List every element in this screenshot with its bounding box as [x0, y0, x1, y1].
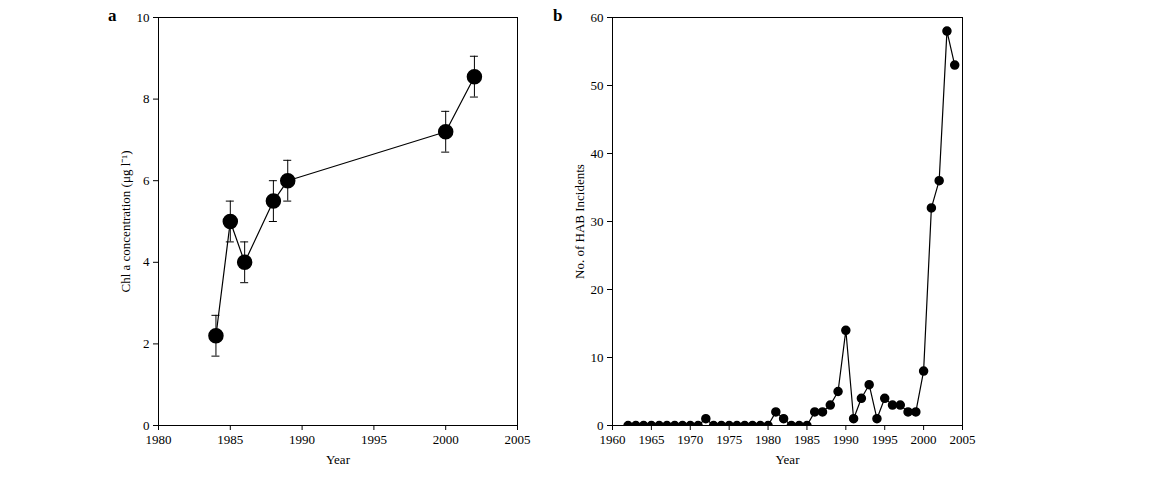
svg-text:1990: 1990 — [833, 432, 859, 447]
svg-text:4: 4 — [143, 254, 150, 269]
svg-text:Year: Year — [776, 452, 801, 467]
svg-text:2000: 2000 — [433, 432, 459, 447]
svg-text:1975: 1975 — [716, 432, 742, 447]
svg-text:20: 20 — [591, 282, 604, 297]
svg-text:50: 50 — [591, 78, 604, 93]
svg-text:1965: 1965 — [638, 432, 664, 447]
svg-text:1980: 1980 — [755, 432, 781, 447]
svg-text:6: 6 — [143, 173, 150, 188]
svg-text:2000: 2000 — [911, 432, 937, 447]
svg-text:10: 10 — [137, 10, 150, 25]
svg-text:1995: 1995 — [872, 432, 898, 447]
svg-text:0: 0 — [143, 418, 150, 433]
svg-text:Chl a concentration (μg l⁻¹): Chl a concentration (μg l⁻¹) — [118, 151, 133, 293]
svg-text:1970: 1970 — [677, 432, 703, 447]
svg-text:30: 30 — [591, 214, 604, 229]
html-text:a: a — [108, 6, 117, 25]
svg-text:40: 40 — [591, 146, 604, 161]
svg-text:1985: 1985 — [217, 432, 243, 447]
svg-text:1980: 1980 — [146, 432, 172, 447]
svg-text:60: 60 — [591, 10, 604, 25]
svg-text:1995: 1995 — [361, 432, 387, 447]
svg-text:No. of HAB Incidents: No. of HAB Incidents — [572, 164, 587, 279]
svg-text:1960: 1960 — [600, 432, 626, 447]
svg-text:1990: 1990 — [289, 432, 315, 447]
svg-text:0: 0 — [597, 418, 604, 433]
svg-text:2005: 2005 — [505, 432, 531, 447]
svg-text:1985: 1985 — [794, 432, 820, 447]
svg-text:8: 8 — [143, 91, 150, 106]
html-text:b: b — [553, 6, 563, 25]
svg-text:Year: Year — [326, 452, 351, 467]
svg-text:10: 10 — [591, 350, 604, 365]
svg-text:2005: 2005 — [950, 432, 976, 447]
svg-text:2: 2 — [143, 336, 150, 351]
